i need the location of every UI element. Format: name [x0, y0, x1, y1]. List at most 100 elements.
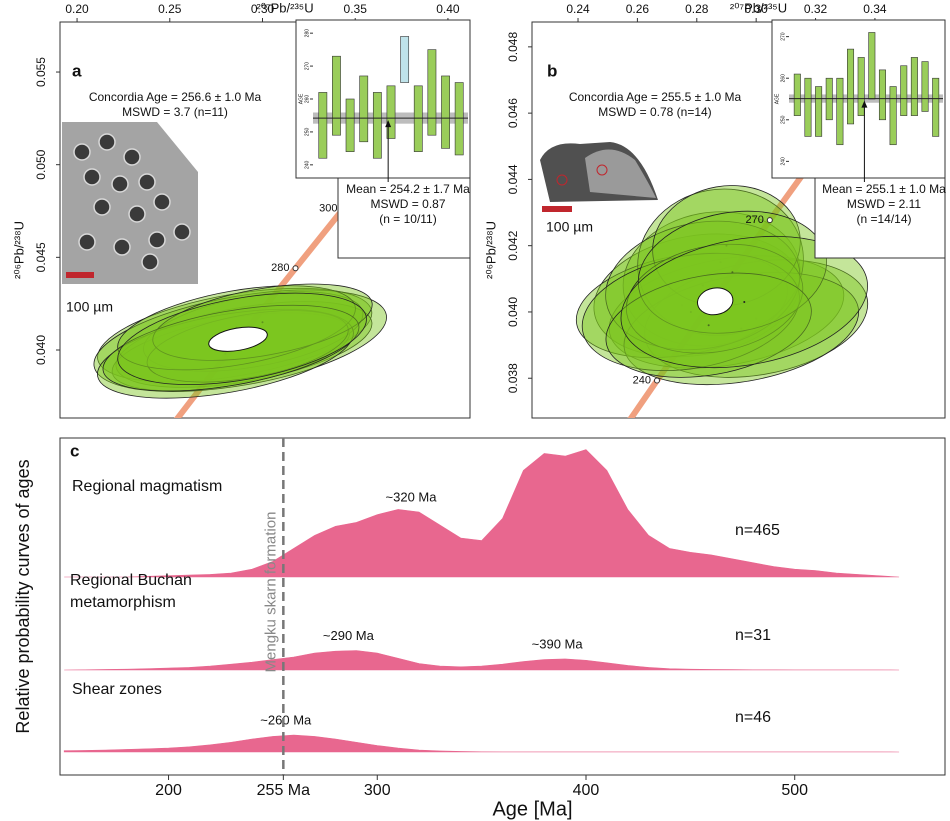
grain-spot	[124, 149, 140, 165]
y-tick-label: 0.045	[34, 242, 48, 272]
y-tick-label: 0.040	[34, 335, 48, 365]
n-label: n=31	[735, 627, 771, 644]
x-axis-label: ²⁰⁷Pb/²³⁵U	[730, 0, 787, 15]
age-bar	[890, 87, 896, 145]
inset-y-tick-label: 280	[304, 29, 310, 38]
inset-y-tick-label: 250	[780, 115, 786, 124]
grain-spot	[114, 239, 130, 255]
x-tick-label: 0.20	[65, 2, 89, 16]
age-bar	[805, 78, 811, 136]
page: {"chart_data": [ {"type": "concordia", "…	[0, 0, 950, 821]
age-bar	[901, 66, 907, 116]
concordia-age-tick	[767, 218, 772, 223]
x-tick-label: 0.34	[863, 2, 887, 16]
n-label: n=46	[735, 709, 771, 726]
age-bar	[428, 50, 436, 136]
stats-text: MSWD = 0.87	[370, 197, 445, 211]
grain-spot	[139, 174, 155, 190]
inset-y-tick-label: 240	[780, 157, 786, 166]
grain-spot	[149, 232, 165, 248]
stats-text: MSWD = 2.11	[847, 197, 921, 211]
concordia-age-label: 270	[745, 214, 763, 226]
age-bar	[332, 56, 340, 135]
y-axis-label: ²⁰⁶Pb/²³⁸U	[11, 221, 26, 279]
grain-spot	[99, 134, 115, 150]
inset-y-tick-label: 240	[304, 160, 310, 169]
peak-label: ~260 Ma	[260, 713, 312, 728]
grain-spot	[154, 194, 170, 210]
inset-y-tick-label: 270	[304, 62, 310, 71]
inset-y-tick-label: 260	[304, 95, 310, 104]
age-bar	[932, 78, 938, 136]
density-area	[64, 735, 899, 752]
annotation: Concordia Age = 256.6 ± 1.0 Ma	[89, 90, 262, 104]
y-tick-label: 0.050	[34, 149, 48, 179]
annotation: MSWD = 0.78 (n=14)	[598, 105, 711, 119]
age-bar	[922, 62, 928, 112]
y-axis-label: ²⁰⁶Pb/²³⁸U	[483, 221, 498, 279]
concordia-age-tick	[293, 266, 298, 271]
peak-label: ~390 Ma	[532, 636, 584, 651]
age-bar	[869, 32, 875, 99]
density-area	[64, 651, 899, 671]
age-bar	[441, 76, 449, 148]
series-name: Regional magmatism	[72, 478, 222, 495]
inset-y-tick-label: 250	[304, 128, 310, 137]
age-bar	[837, 78, 843, 145]
age-bar	[911, 57, 917, 115]
x-tick-label: 0.40	[436, 2, 460, 16]
x-tick-label: 255 Ma	[257, 782, 310, 799]
x-axis-label: Age [Ma]	[492, 798, 572, 820]
y-tick-label: 0.048	[506, 32, 520, 62]
inset-y-tick-label: 270	[780, 32, 786, 41]
concordia-age-tick	[654, 378, 659, 383]
inset-y-tick-label: 260	[780, 74, 786, 83]
grain-spot	[79, 234, 95, 250]
age-bar	[815, 87, 821, 137]
x-tick-label: 400	[573, 782, 600, 799]
concordia-age-label: 240	[633, 374, 651, 386]
age-bar	[346, 99, 354, 152]
stats-text: Mean = 255.1 ± 1.0 Ma	[822, 182, 946, 196]
scale-bar	[542, 206, 572, 212]
x-tick-label: 0.24	[566, 2, 590, 16]
panel-letter: b	[547, 61, 557, 80]
y-axis-label: Relative probability curves of ages	[13, 459, 33, 733]
series-name: Shear zones	[72, 681, 162, 698]
scale-bar	[66, 272, 94, 278]
x-tick-label: 0.32	[804, 2, 828, 16]
y-tick-label: 0.042	[506, 230, 520, 260]
scale-bar-label: 100 µm	[66, 299, 113, 315]
series-name: Regional Buchan metamorphism	[70, 570, 260, 614]
grain-spot	[94, 199, 110, 215]
x-tick-label: 200	[155, 782, 182, 799]
density-area	[64, 450, 899, 577]
grain-spot	[129, 206, 145, 222]
x-tick-label: 0.25	[158, 2, 182, 16]
panel-letter: c	[70, 441, 79, 460]
n-label: n=465	[735, 522, 780, 539]
concordia-age-label: 280	[271, 262, 289, 274]
ellipse-center	[743, 301, 745, 303]
panel-letter: a	[72, 61, 82, 80]
age-bar	[879, 70, 885, 120]
age-bar	[794, 74, 800, 116]
y-tick-label: 0.044	[506, 164, 520, 194]
age-bar	[401, 36, 409, 82]
age-bar	[319, 92, 327, 158]
y-tick-label: 0.038	[506, 363, 520, 393]
peak-label: ~290 Ma	[323, 628, 375, 643]
grain-spot	[142, 254, 158, 270]
inset-y-label: AGE	[774, 93, 780, 104]
age-bar	[414, 86, 422, 152]
y-tick-label: 0.046	[506, 98, 520, 128]
age-bar	[373, 92, 381, 158]
grain-spot	[74, 144, 90, 160]
grain-spot	[84, 169, 100, 185]
stats-text: Mean = 254.2 ± 1.7 Ma	[346, 182, 470, 196]
age-bar	[360, 76, 368, 142]
stats-text: (n =14/14)	[856, 212, 911, 226]
x-tick-label: 0.28	[685, 2, 709, 16]
reference-label: Mengku skarn formation	[262, 512, 279, 673]
x-tick-label: 0.35	[344, 2, 368, 16]
